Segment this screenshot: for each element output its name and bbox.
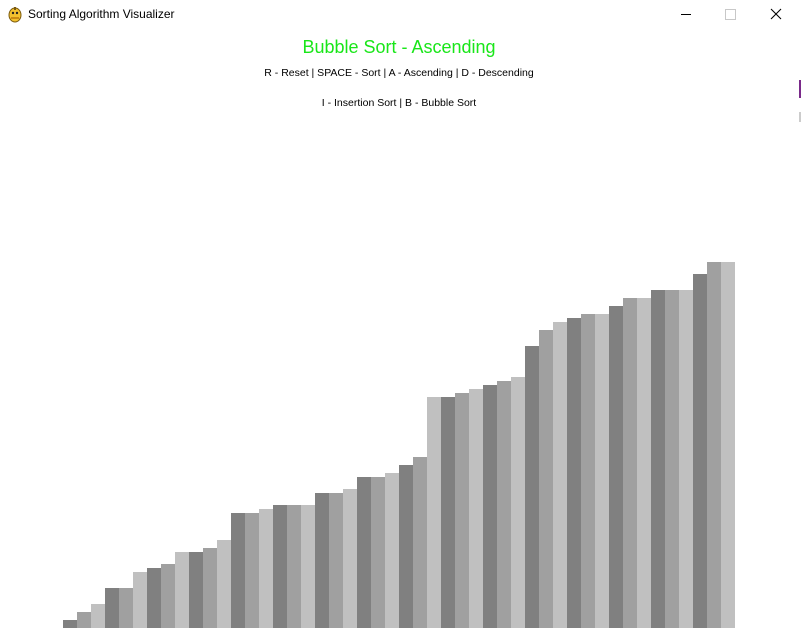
bar — [343, 489, 357, 628]
bar — [175, 552, 189, 628]
bar — [287, 505, 301, 628]
bar — [119, 588, 133, 628]
maximize-icon — [725, 9, 736, 20]
bar-chart — [0, 30, 802, 632]
bar — [245, 513, 259, 628]
python-snake-icon — [7, 6, 23, 23]
bar — [315, 493, 329, 628]
close-icon — [770, 8, 782, 20]
bar — [133, 572, 147, 628]
bar — [301, 505, 315, 628]
bar — [273, 505, 287, 628]
bar — [651, 290, 665, 628]
bar — [105, 588, 119, 628]
window-title: Sorting Algorithm Visualizer — [28, 7, 175, 21]
bar — [609, 306, 623, 628]
visualizer-canvas: Bubble Sort - Ascending R - Reset | SPAC… — [0, 30, 802, 632]
bar — [161, 564, 175, 628]
bar — [595, 314, 609, 628]
bar — [539, 330, 553, 628]
bar — [77, 612, 91, 628]
maximize-button[interactable] — [708, 0, 754, 30]
bar — [483, 385, 497, 628]
minimize-button[interactable] — [663, 0, 709, 30]
bar — [707, 262, 721, 628]
bar — [441, 397, 455, 628]
bar — [357, 477, 371, 628]
bar — [427, 397, 441, 628]
bar — [693, 274, 707, 628]
bar — [259, 509, 273, 628]
minimize-icon — [681, 14, 691, 15]
bar — [203, 548, 217, 628]
bar — [469, 389, 483, 628]
bar — [399, 465, 413, 628]
bar — [567, 318, 581, 628]
bar — [231, 513, 245, 628]
window-edge-accent — [799, 80, 801, 98]
bar — [63, 620, 77, 628]
close-button[interactable] — [754, 0, 800, 30]
bar — [329, 493, 343, 628]
bar — [721, 262, 735, 628]
bar — [385, 473, 399, 628]
bar — [511, 377, 525, 628]
bar — [217, 540, 231, 628]
algorithm-title: Bubble Sort - Ascending — [302, 37, 496, 57]
bar — [413, 457, 427, 628]
bar — [581, 314, 595, 628]
bar — [553, 322, 567, 628]
bar — [189, 552, 203, 628]
title-bar[interactable]: Sorting Algorithm Visualizer — [0, 0, 802, 30]
bar — [665, 290, 679, 628]
bar — [497, 381, 511, 628]
bar — [637, 298, 651, 628]
bar — [679, 290, 693, 628]
controls-help-line-1: R - Reset | SPACE - Sort | A - Ascending… — [264, 67, 534, 79]
bar — [371, 477, 385, 628]
bar — [455, 393, 469, 628]
bar — [623, 298, 637, 628]
bar — [91, 604, 105, 628]
bar — [525, 346, 539, 628]
window-edge-accent-lower — [799, 112, 801, 122]
controls-help-line-2: I - Insertion Sort | B - Bubble Sort — [321, 97, 477, 109]
bar — [147, 568, 161, 628]
